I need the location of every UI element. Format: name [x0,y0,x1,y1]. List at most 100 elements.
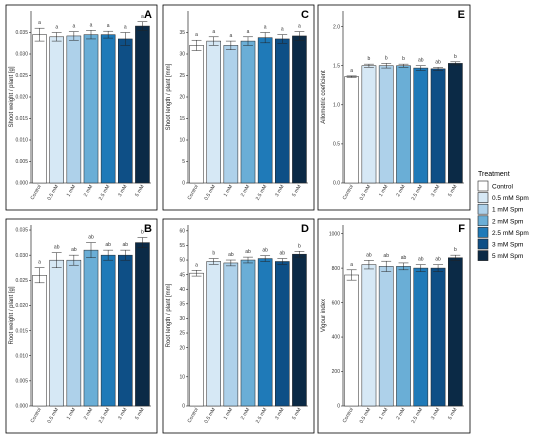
panel-frame [5,4,158,211]
significance-letter: a [212,29,215,35]
bar-e-3 [396,65,411,184]
bar-d-0 [189,272,204,407]
significance-letter: b [454,247,457,253]
significance-letter: ab [280,251,286,257]
bar-d-5 [275,261,290,407]
significance-letter: a [38,20,41,26]
y-tick-label: 10 [179,375,185,381]
y-tick-label: 400 [332,335,341,341]
x-tick-label: 5 mM [134,184,145,198]
y-tick-label: 0.000 [15,181,28,187]
legend: Treatment Control 0.5 mM Spm 1 mM Spm 2 mM … [477,171,529,261]
bar-b-0 [32,275,47,407]
y-tick-label: 600 [332,300,341,306]
legend-swatch [477,238,489,250]
chart-panel-a: 0.000 0.005 0.010 0.015 0.020 0.025 0.030 0.035… [5,4,158,211]
y-tick-label: 0.025 [15,73,28,79]
bar-c-4 [257,37,273,184]
bar-c-2 [223,45,239,184]
significance-letter: a [247,29,250,35]
y-tick-label: 30 [179,52,185,58]
bar-f-1 [361,264,377,407]
legend-swatch [477,215,489,227]
y-tick-label: 40 [179,287,185,293]
legend-swatch [477,250,489,261]
bar-a-0 [32,34,47,184]
bar-e-2 [378,65,394,184]
y-tick-label: 1.5 [333,63,340,69]
y-tick-label: 30 [179,316,185,322]
x-tick-label: 2 mM [83,407,94,421]
legend-swatch [477,203,489,215]
y-tick-label: 0.010 [15,353,28,359]
bar-b-6 [135,242,150,407]
y-tick-label: 0.030 [15,52,28,58]
y-tick-label: 50 [179,258,185,264]
y-tick-label: 0.035 [15,228,28,234]
significance-letter: a [195,32,198,38]
y-tick-label: 0.0 [333,181,340,187]
x-tick-label: 5 mM [291,184,302,198]
bar-b-4 [100,254,116,407]
y-tick-label: 0.020 [15,303,28,309]
significance-letter: a [55,25,58,31]
x-tick-label: 2 mM [395,407,406,421]
bar-a-4 [100,34,116,184]
legend-entry: 1 mM Spm [492,207,523,214]
y-tick-label: 60 [179,229,185,235]
y-tick-label: 0.015 [15,328,28,334]
legend-swatch [477,180,489,192]
significance-letter: ab [383,253,389,259]
bar-c-3 [240,40,256,184]
y-tick-label: 35 [179,302,185,308]
y-tick-label: 0.5 [333,142,340,148]
y-tick-label: 1000 [329,231,340,237]
y-axis-label: Root length / plant [mm] [166,283,172,347]
significance-letter: ab [105,242,111,248]
y-tick-label: 0 [182,181,185,187]
y-tick-label: 15 [179,116,185,122]
y-tick-label: 55 [179,243,185,249]
x-tick-label: 1 mM [223,184,234,198]
y-tick-label: 0.025 [15,278,28,284]
x-tick-label: 3 mM [430,184,441,198]
significance-letter: ab [262,248,268,254]
significance-letter: a [350,68,353,74]
chart-panel-c: 0 5 10 15 20 25 30 35 Shoot length / plant [mm] a… [162,4,315,211]
legend-entry: 0.5 mM Spm [492,195,529,202]
x-tick-label: 1 mM [378,407,389,421]
bar-d-6 [292,253,307,407]
bar-f-2 [378,266,394,407]
x-tick-label: 5 mM [134,407,145,421]
y-axis-label: Shoot length / plant [mm] [166,63,172,130]
panel-frame [317,218,471,434]
y-axis-label: Allometric coeficient [321,70,327,124]
chart-panel-d: 0 10 20 25 30 35 40 45 50 55 60 Root length / plant… [162,218,315,434]
significance-letter: a [72,24,75,30]
y-tick-label: 0.035 [15,30,28,36]
bar-e-1 [361,65,377,184]
significance-letter: ab [435,257,441,263]
bar-c-1 [206,40,221,184]
panel-frame [317,4,471,211]
bar-e-0 [344,76,359,184]
y-tick-label: 0 [337,404,340,410]
panel-letter: A [144,9,152,21]
bar-d-4 [257,258,273,407]
bar-a-1 [49,36,64,184]
x-tick-label: 1 mM [223,407,234,421]
x-tick-label: 2 mM [240,407,251,421]
bar-d-2 [223,262,239,407]
legend-entry: 2.5 mM Spm [492,230,529,237]
x-tick-label: 2 mM [240,184,251,198]
significance-letter: a [38,260,41,266]
significance-letter: b [212,251,215,257]
bar-d-1 [206,261,221,407]
bar-c-5 [275,38,290,184]
significance-letter: ab [88,235,94,241]
significance-letter: a [195,262,198,268]
y-tick-label: 0.000 [15,404,28,410]
legend-swatch [477,192,489,203]
y-tick-label: 45 [179,272,185,278]
